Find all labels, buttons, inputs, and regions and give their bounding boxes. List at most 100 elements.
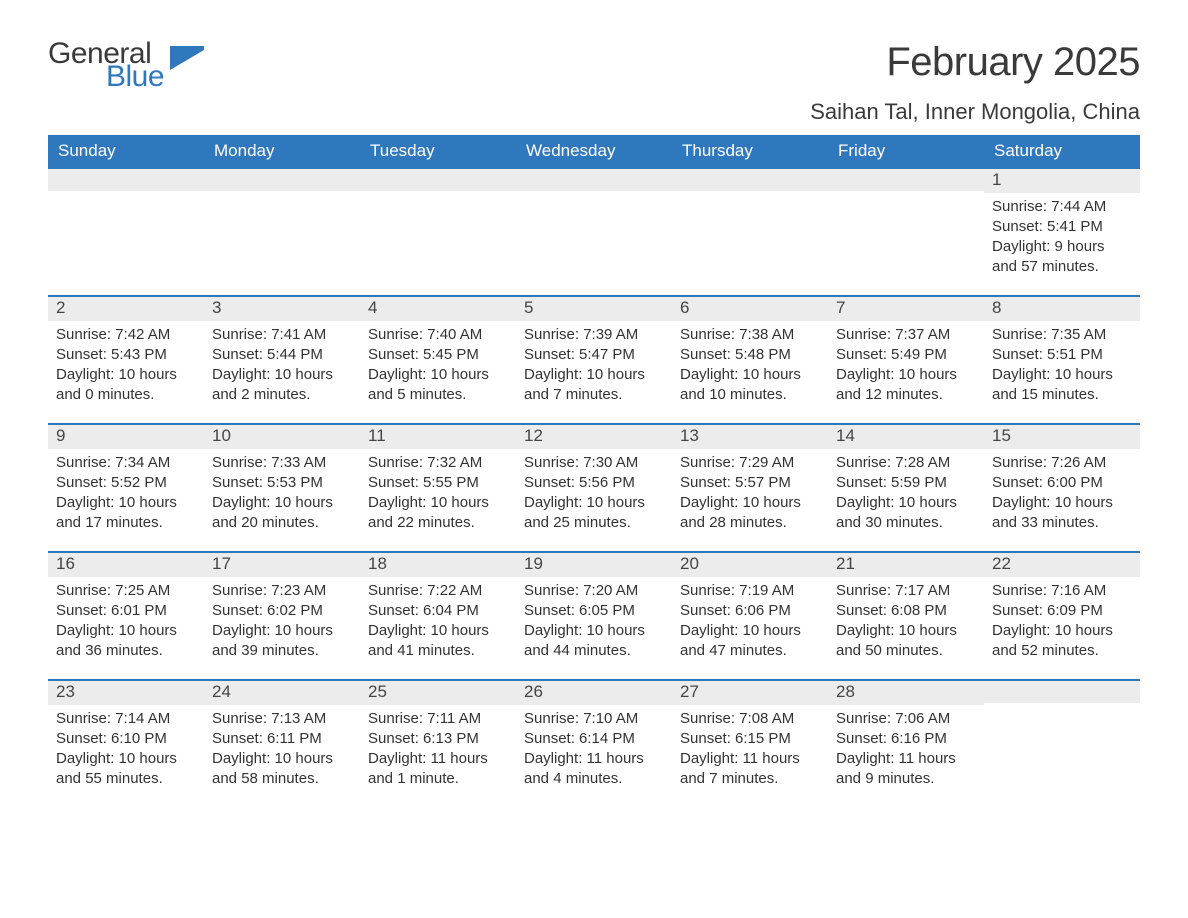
- day-number: 27: [672, 681, 828, 705]
- calendar-body: 1Sunrise: 7:44 AMSunset: 5:41 PMDaylight…: [48, 168, 1140, 808]
- calendar-day-cell: 21Sunrise: 7:17 AMSunset: 6:08 PMDayligh…: [828, 552, 984, 680]
- daylight-text: Daylight: 10 hours and 50 minutes.: [836, 621, 976, 662]
- sunset-text: Sunset: 5:57 PM: [680, 473, 820, 493]
- weekday-header: Saturday: [984, 135, 1140, 168]
- calendar-day-cell: [48, 168, 204, 296]
- daylight-text: Daylight: 10 hours and 10 minutes.: [680, 365, 820, 406]
- sunset-text: Sunset: 6:06 PM: [680, 601, 820, 621]
- sunrise-text: Sunrise: 7:37 AM: [836, 325, 976, 345]
- sunrise-text: Sunrise: 7:33 AM: [212, 453, 352, 473]
- sunset-text: Sunset: 6:14 PM: [524, 729, 664, 749]
- day-number: 22: [984, 553, 1140, 577]
- weekday-header: Friday: [828, 135, 984, 168]
- heading: February 2025 Saihan Tal, Inner Mongolia…: [810, 40, 1140, 125]
- sunset-text: Sunset: 5:56 PM: [524, 473, 664, 493]
- day-number: 14: [828, 425, 984, 449]
- sunrise-text: Sunrise: 7:22 AM: [368, 581, 508, 601]
- calendar-day-cell: 17Sunrise: 7:23 AMSunset: 6:02 PMDayligh…: [204, 552, 360, 680]
- calendar-day-cell: 19Sunrise: 7:20 AMSunset: 6:05 PMDayligh…: [516, 552, 672, 680]
- day-number: 17: [204, 553, 360, 577]
- calendar-week-row: 2Sunrise: 7:42 AMSunset: 5:43 PMDaylight…: [48, 296, 1140, 424]
- weekday-header: Sunday: [48, 135, 204, 168]
- day-number: 2: [48, 297, 204, 321]
- sunrise-text: Sunrise: 7:32 AM: [368, 453, 508, 473]
- day-details: Sunrise: 7:16 AMSunset: 6:09 PMDaylight:…: [984, 577, 1140, 668]
- sunrise-text: Sunrise: 7:25 AM: [56, 581, 196, 601]
- calendar-day-cell: 9Sunrise: 7:34 AMSunset: 5:52 PMDaylight…: [48, 424, 204, 552]
- sunset-text: Sunset: 6:16 PM: [836, 729, 976, 749]
- day-number: [204, 169, 360, 191]
- day-number: [672, 169, 828, 191]
- sunset-text: Sunset: 6:13 PM: [368, 729, 508, 749]
- day-details: Sunrise: 7:26 AMSunset: 6:00 PMDaylight:…: [984, 449, 1140, 540]
- daylight-text: Daylight: 10 hours and 12 minutes.: [836, 365, 976, 406]
- sunset-text: Sunset: 5:45 PM: [368, 345, 508, 365]
- calendar-day-cell: 26Sunrise: 7:10 AMSunset: 6:14 PMDayligh…: [516, 680, 672, 808]
- sunset-text: Sunset: 5:49 PM: [836, 345, 976, 365]
- day-details: Sunrise: 7:44 AMSunset: 5:41 PMDaylight:…: [984, 193, 1140, 284]
- day-details: Sunrise: 7:40 AMSunset: 5:45 PMDaylight:…: [360, 321, 516, 412]
- day-number: 15: [984, 425, 1140, 449]
- daylight-text: Daylight: 9 hours and 57 minutes.: [992, 237, 1132, 278]
- sunrise-text: Sunrise: 7:10 AM: [524, 709, 664, 729]
- sunrise-text: Sunrise: 7:14 AM: [56, 709, 196, 729]
- calendar-day-cell: [360, 168, 516, 296]
- calendar-day-cell: 5Sunrise: 7:39 AMSunset: 5:47 PMDaylight…: [516, 296, 672, 424]
- day-number: 10: [204, 425, 360, 449]
- day-details: Sunrise: 7:22 AMSunset: 6:04 PMDaylight:…: [360, 577, 516, 668]
- daylight-text: Daylight: 11 hours and 7 minutes.: [680, 749, 820, 790]
- day-number: 20: [672, 553, 828, 577]
- day-details: Sunrise: 7:11 AMSunset: 6:13 PMDaylight:…: [360, 705, 516, 796]
- logo-line2: Blue: [106, 63, 164, 92]
- day-number: 25: [360, 681, 516, 705]
- daylight-text: Daylight: 11 hours and 4 minutes.: [524, 749, 664, 790]
- daylight-text: Daylight: 10 hours and 22 minutes.: [368, 493, 508, 534]
- day-number: 8: [984, 297, 1140, 321]
- calendar-week-row: 1Sunrise: 7:44 AMSunset: 5:41 PMDaylight…: [48, 168, 1140, 296]
- day-details: Sunrise: 7:34 AMSunset: 5:52 PMDaylight:…: [48, 449, 204, 540]
- sunset-text: Sunset: 6:01 PM: [56, 601, 196, 621]
- daylight-text: Daylight: 10 hours and 5 minutes.: [368, 365, 508, 406]
- sunrise-text: Sunrise: 7:20 AM: [524, 581, 664, 601]
- daylight-text: Daylight: 10 hours and 36 minutes.: [56, 621, 196, 662]
- sunrise-text: Sunrise: 7:23 AM: [212, 581, 352, 601]
- sunrise-text: Sunrise: 7:28 AM: [836, 453, 976, 473]
- calendar-day-cell: 11Sunrise: 7:32 AMSunset: 5:55 PMDayligh…: [360, 424, 516, 552]
- day-number: 19: [516, 553, 672, 577]
- daylight-text: Daylight: 10 hours and 41 minutes.: [368, 621, 508, 662]
- sunset-text: Sunset: 5:51 PM: [992, 345, 1132, 365]
- day-number: 21: [828, 553, 984, 577]
- day-details: Sunrise: 7:28 AMSunset: 5:59 PMDaylight:…: [828, 449, 984, 540]
- day-number: 12: [516, 425, 672, 449]
- calendar-day-cell: 6Sunrise: 7:38 AMSunset: 5:48 PMDaylight…: [672, 296, 828, 424]
- flag-icon: [170, 46, 204, 70]
- calendar-day-cell: 28Sunrise: 7:06 AMSunset: 6:16 PMDayligh…: [828, 680, 984, 808]
- logo-text: General Blue: [48, 40, 164, 91]
- calendar-week-row: 23Sunrise: 7:14 AMSunset: 6:10 PMDayligh…: [48, 680, 1140, 808]
- daylight-text: Daylight: 10 hours and 2 minutes.: [212, 365, 352, 406]
- daylight-text: Daylight: 10 hours and 39 minutes.: [212, 621, 352, 662]
- day-details: Sunrise: 7:39 AMSunset: 5:47 PMDaylight:…: [516, 321, 672, 412]
- day-number: 24: [204, 681, 360, 705]
- calendar-day-cell: [204, 168, 360, 296]
- calendar-week-row: 16Sunrise: 7:25 AMSunset: 6:01 PMDayligh…: [48, 552, 1140, 680]
- sunset-text: Sunset: 5:43 PM: [56, 345, 196, 365]
- sunset-text: Sunset: 5:47 PM: [524, 345, 664, 365]
- daylight-text: Daylight: 11 hours and 1 minute.: [368, 749, 508, 790]
- day-number: 11: [360, 425, 516, 449]
- sunrise-text: Sunrise: 7:17 AM: [836, 581, 976, 601]
- sunrise-text: Sunrise: 7:34 AM: [56, 453, 196, 473]
- sunset-text: Sunset: 5:48 PM: [680, 345, 820, 365]
- calendar-day-cell: 18Sunrise: 7:22 AMSunset: 6:04 PMDayligh…: [360, 552, 516, 680]
- calendar-header-row: Sunday Monday Tuesday Wednesday Thursday…: [48, 135, 1140, 168]
- day-number: 28: [828, 681, 984, 705]
- calendar-day-cell: 27Sunrise: 7:08 AMSunset: 6:15 PMDayligh…: [672, 680, 828, 808]
- daylight-text: Daylight: 10 hours and 52 minutes.: [992, 621, 1132, 662]
- day-number: 9: [48, 425, 204, 449]
- day-number: 3: [204, 297, 360, 321]
- sunrise-text: Sunrise: 7:29 AM: [680, 453, 820, 473]
- calendar-day-cell: 24Sunrise: 7:13 AMSunset: 6:11 PMDayligh…: [204, 680, 360, 808]
- sunset-text: Sunset: 6:05 PM: [524, 601, 664, 621]
- sunset-text: Sunset: 6:08 PM: [836, 601, 976, 621]
- day-details: Sunrise: 7:17 AMSunset: 6:08 PMDaylight:…: [828, 577, 984, 668]
